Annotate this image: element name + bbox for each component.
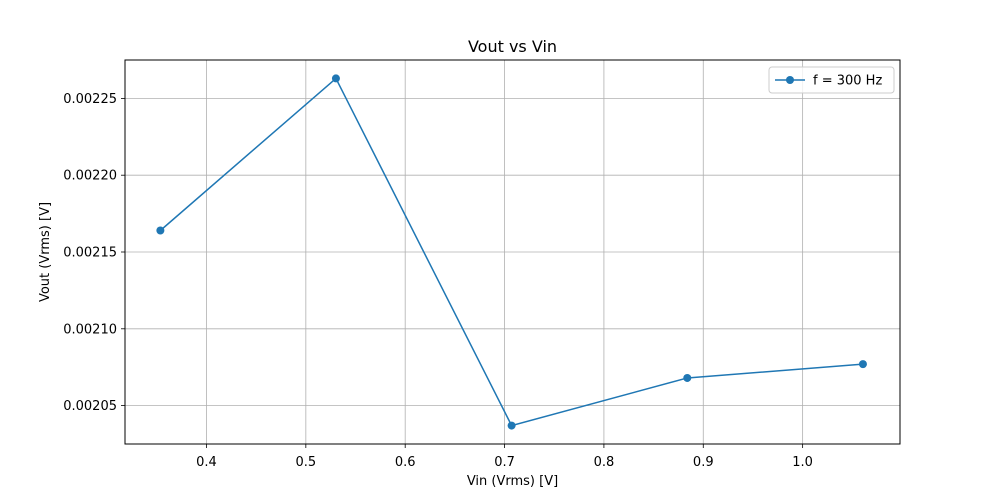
y-tick-label: 0.00205 (63, 399, 117, 414)
y-tick-label: 0.00210 (63, 322, 117, 337)
legend-box (768, 66, 895, 94)
data-point (858, 360, 867, 369)
legend-marker-swatch (786, 76, 794, 84)
x-tick-label: 0.9 (693, 455, 714, 470)
x-tick-label: 1.0 (792, 455, 813, 470)
series-layer (156, 74, 867, 430)
x-axis-ticks: 0.4 0.5 0.6 0.7 0.8 0.9 1.0 (196, 444, 813, 470)
data-point (156, 226, 165, 235)
grid (125, 60, 900, 444)
x-tick-label: 0.6 (395, 455, 416, 470)
y-tick-label: 0.00215 (63, 246, 117, 261)
legend-label: f = 300 Hz (813, 74, 882, 89)
x-tick-label: 0.5 (295, 455, 316, 470)
x-tick-label: 0.4 (196, 455, 217, 470)
y-tick-label: 0.00220 (63, 169, 117, 184)
chart-title: Vout vs Vin (468, 37, 557, 56)
x-tick-label: 0.8 (594, 455, 615, 470)
y-axis-ticks: 0.00205 0.00210 0.00215 0.00220 0.00225 (63, 92, 125, 414)
legend: f = 300 Hz (768, 66, 895, 94)
data-point (683, 373, 692, 382)
y-tick-label: 0.00225 (63, 92, 117, 107)
x-tick-label: 0.7 (494, 455, 515, 470)
y-axis-label: Vout (Vrms) [V] (38, 202, 53, 302)
x-axis-label: Vin (Vrms) [V] (467, 474, 558, 489)
data-point (331, 74, 340, 83)
data-point (507, 421, 516, 430)
